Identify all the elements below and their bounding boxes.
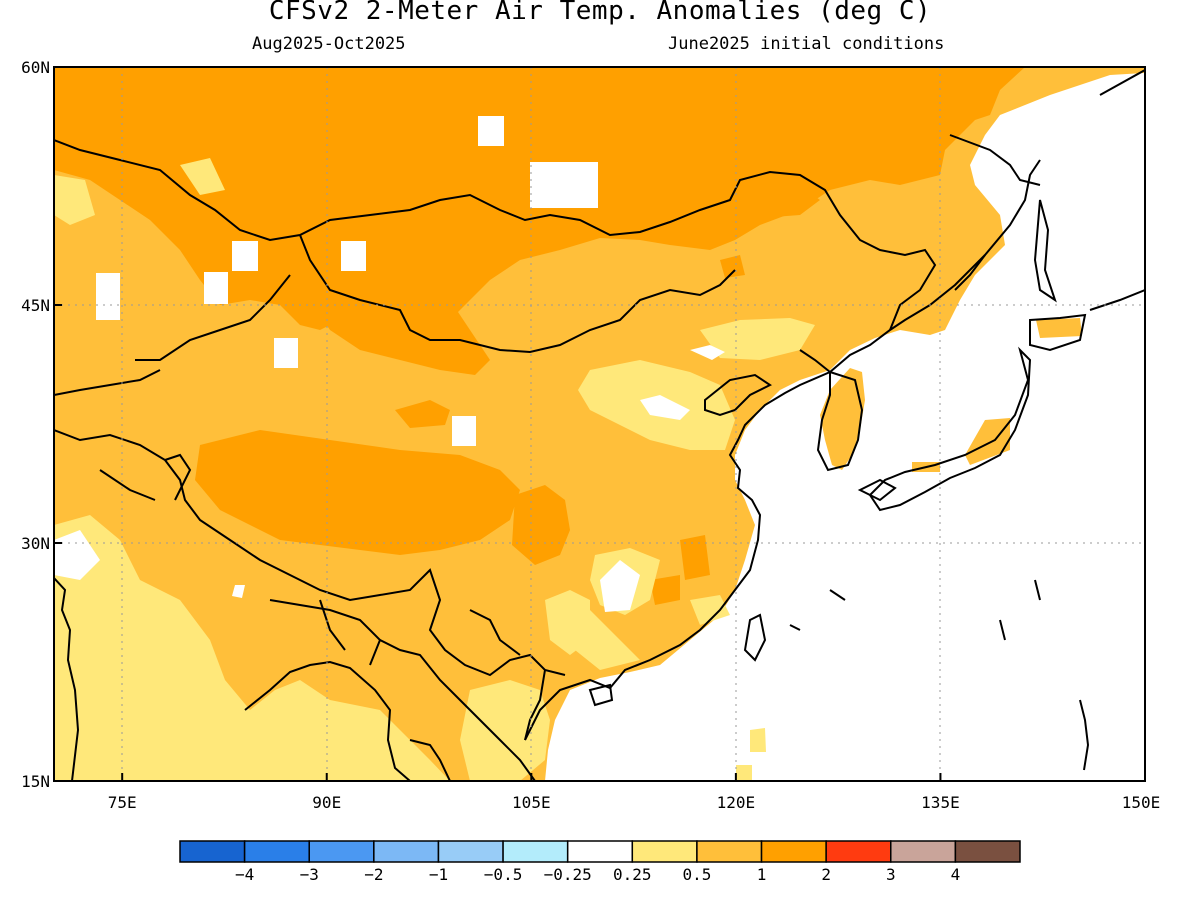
land-anomaly-1-2-central xyxy=(512,485,570,565)
colorbar-swatch xyxy=(437,840,504,863)
colorbar-swatch xyxy=(179,840,246,863)
lon-tick-label: 120E xyxy=(717,793,756,812)
colorbar-label: −1 xyxy=(429,865,448,884)
land-anomaly-1-2-tibet xyxy=(195,430,520,555)
colorbar-swatch xyxy=(243,840,310,863)
national-borders xyxy=(54,139,986,781)
colorbar-label: 4 xyxy=(951,865,961,884)
colorbar-label: −3 xyxy=(300,865,319,884)
land-anomaly-1-2-southeast xyxy=(650,535,710,605)
japan-anomaly-0.5-1 xyxy=(912,318,1082,472)
axis-ticks: 75E 90E 105E 120E 135E 150E 60N 45N 30N 15N xyxy=(21,58,1160,812)
colorbar-label: 2 xyxy=(821,865,831,884)
initial-conditions: June2025 initial conditions xyxy=(668,34,945,54)
land-anomaly-0.25-0.5-southchina xyxy=(545,548,730,655)
graticule xyxy=(54,67,1145,781)
land-anomaly-1-2-manchuria xyxy=(720,178,820,278)
colorbar-label: −0.25 xyxy=(544,865,592,884)
colorbar-label: 0.25 xyxy=(613,865,652,884)
colorbar-swatch xyxy=(696,840,763,863)
lat-tick-label: 15N xyxy=(21,772,50,791)
land-anomaly-0.25-0.5-west xyxy=(54,158,225,225)
land-anomaly-0.25-0.5-misc xyxy=(575,600,766,781)
colorbar-label: −0.5 xyxy=(484,865,523,884)
map-title: CFSv2 2-Meter Air Temp. Anomalies (deg C… xyxy=(268,0,932,26)
colorbar-swatch xyxy=(954,840,1021,863)
lon-tick-label: 135E xyxy=(921,793,960,812)
colorbar-label: −2 xyxy=(364,865,383,884)
lat-tick-label: 30N xyxy=(21,534,50,553)
land-anomaly-1-2-mongolia xyxy=(300,245,490,375)
colorbar-swatch xyxy=(890,840,957,863)
colorbar-swatch xyxy=(760,840,827,863)
colorbar-swatch xyxy=(502,840,569,863)
land-anomaly-0.25-0.5-south xyxy=(54,515,450,781)
land-anomaly-0.25-0.5-indochina xyxy=(460,680,550,781)
anomaly-field xyxy=(54,67,1145,781)
land-anomaly-1-2-tarim xyxy=(395,400,450,428)
colorbar-label: 3 xyxy=(886,865,896,884)
colorbar-swatch xyxy=(631,840,698,863)
lat-tick-label: 45N xyxy=(21,296,50,315)
korea-anomaly xyxy=(820,368,865,470)
lon-tick-label: 105E xyxy=(512,793,551,812)
colorbar-swatch xyxy=(373,840,440,863)
lat-tick-label: 60N xyxy=(21,58,50,77)
colorbar-swatch xyxy=(825,840,892,863)
lon-tick-label: 75E xyxy=(108,793,137,812)
land-anomaly-0.25-0.5-manchuria xyxy=(700,318,815,360)
coastlines xyxy=(54,69,1145,781)
colorbar-label: 1 xyxy=(757,865,767,884)
colorbar-label: −4 xyxy=(235,865,254,884)
colorbar-label: 0.5 xyxy=(682,865,711,884)
lon-tick-label: 150E xyxy=(1122,793,1161,812)
colorbar: −4 −3 −2 −1 −0.5 −0.25 0.25 0.5 1 2 3 4 xyxy=(179,840,1021,884)
map-frame xyxy=(53,66,1146,782)
colorbar-swatch xyxy=(308,840,375,863)
forecast-period: Aug2025-Oct2025 xyxy=(252,34,406,54)
colorbar-swatch xyxy=(566,840,634,863)
lon-tick-label: 90E xyxy=(312,793,341,812)
